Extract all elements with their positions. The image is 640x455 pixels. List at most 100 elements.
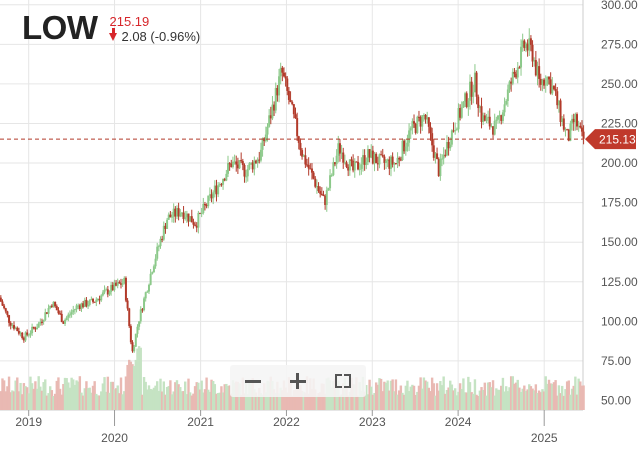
volume-bar: [505, 386, 508, 410]
volume-bar: [182, 391, 185, 410]
volume-bar: [493, 395, 496, 410]
candle-body: [462, 101, 465, 108]
candle-body: [396, 157, 399, 164]
current-price-label: 215.13: [599, 133, 636, 147]
candle-body: [523, 40, 526, 49]
volume-bar: [32, 388, 35, 410]
candle-body: [233, 161, 236, 163]
volume-bar: [541, 389, 544, 410]
volume-bar: [368, 379, 371, 410]
volume-bar: [253, 388, 256, 410]
volume-bar: [142, 377, 146, 410]
candle-body: [268, 115, 271, 127]
candle-body: [124, 277, 127, 301]
candle-body: [6, 311, 9, 316]
x-tick-label: 2020: [101, 431, 128, 445]
volume-bar: [281, 390, 284, 410]
candle-body: [334, 162, 337, 165]
volume-bar: [404, 385, 407, 410]
candle-body: [417, 116, 420, 118]
candle-body: [162, 225, 165, 240]
volume-bar: [230, 393, 233, 410]
volume-bar: [574, 376, 577, 410]
volume-bar: [103, 377, 106, 410]
zoom-out-button[interactable]: [238, 367, 268, 395]
volume-bar: [80, 392, 83, 410]
candle-body: [4, 308, 7, 312]
volume-bar: [562, 395, 566, 410]
candle-body: [401, 140, 404, 161]
volume-bar: [401, 392, 404, 410]
volume-bar: [444, 393, 447, 410]
candle-body: [180, 212, 183, 214]
candle-body: [264, 134, 267, 142]
volume-bar: [164, 394, 167, 410]
volume-bar: [274, 392, 277, 410]
y-tick-label: 275.00: [601, 37, 638, 51]
candle-body: [386, 159, 389, 161]
volume-bar: [12, 391, 16, 410]
volume-bar: [435, 383, 439, 410]
candle-body: [190, 216, 193, 223]
volume-bar: [203, 389, 207, 410]
candle-body: [460, 107, 463, 118]
candle-body: [248, 163, 251, 170]
volume-bar: [307, 393, 310, 410]
volume-bar: [406, 380, 409, 410]
candle-body: [88, 299, 91, 305]
volume-bar: [547, 379, 551, 410]
volume-bar: [165, 386, 169, 410]
volume-bar: [11, 390, 14, 410]
candle-body: [50, 305, 53, 307]
candle-body: [65, 317, 68, 321]
volume-bar: [569, 394, 572, 410]
volume-bar: [533, 390, 536, 410]
volume-bar: [506, 391, 510, 410]
volume-bar: [409, 386, 412, 410]
volume-bar: [73, 384, 77, 410]
volume-bar: [544, 376, 547, 410]
candle-body: [253, 160, 256, 170]
candle-body: [439, 158, 442, 177]
candle-body: [279, 67, 282, 77]
candle-body: [75, 305, 78, 310]
candle-body: [411, 121, 414, 129]
zoom-in-button[interactable]: [283, 367, 313, 395]
candle-body: [571, 118, 574, 124]
volume-bar: [174, 382, 177, 410]
fullscreen-button[interactable]: [328, 367, 358, 395]
candle-body: [80, 303, 83, 309]
volume-bar: [187, 378, 190, 410]
volume-bar: [491, 380, 495, 410]
candle-body: [470, 81, 473, 97]
candle-body: [576, 114, 579, 127]
candle-body: [472, 92, 475, 97]
candle-body: [36, 327, 39, 330]
candle-body: [54, 301, 57, 307]
candle-body: [394, 163, 397, 165]
candle-body: [424, 114, 427, 120]
candle-body: [393, 163, 396, 165]
volume-bar: [300, 390, 304, 410]
volume-bar: [216, 393, 220, 410]
volume-bar: [534, 384, 538, 410]
volume-bar: [485, 395, 488, 410]
candle-body: [225, 173, 228, 181]
candle-body: [548, 76, 551, 80]
candle-body: [380, 154, 383, 156]
volume-bar: [27, 393, 31, 410]
volume-bar: [299, 385, 302, 410]
price-candles: [0, 28, 585, 353]
volume-bar: [557, 385, 561, 410]
candle-body: [195, 225, 198, 228]
candle-body: [524, 43, 527, 49]
volume-bar: [379, 378, 383, 410]
volume-bar: [195, 382, 198, 410]
volume-bar: [432, 383, 435, 410]
volume-bar: [96, 395, 100, 410]
volume-bar: [564, 389, 567, 410]
candle-body: [455, 129, 458, 131]
candle-body: [327, 188, 330, 191]
volume-bar: [449, 380, 452, 410]
